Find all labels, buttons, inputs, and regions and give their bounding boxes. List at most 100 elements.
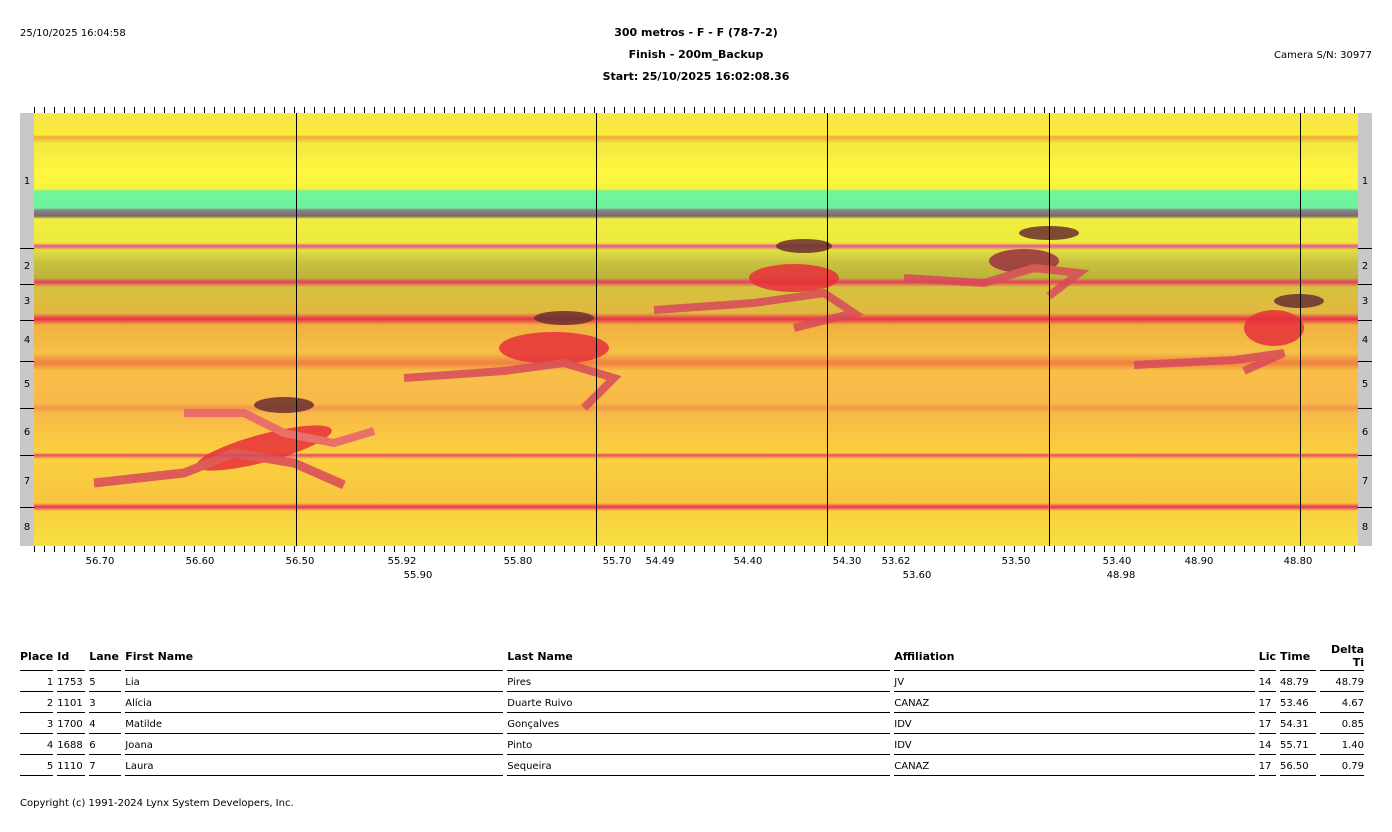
top-time-ruler (34, 107, 1358, 113)
time-tick-label: 54.30 (832, 556, 862, 567)
cell-last: Gonçalves (507, 713, 891, 734)
lane-divider (20, 408, 34, 409)
time-tick-label: 56.70 (85, 556, 115, 567)
cell-first: Joana (125, 734, 504, 755)
time-tick-label: 54.40 (733, 556, 763, 567)
col-id: Id (57, 641, 86, 671)
cell-id: 1753 (57, 671, 86, 692)
col-affiliation: Affiliation (894, 641, 1255, 671)
time-tick-label: 55.80 (503, 556, 533, 567)
col-place: Place (20, 641, 54, 671)
time-cursor-line[interactable] (1049, 113, 1050, 546)
time-cursor-line[interactable] (1300, 113, 1301, 546)
time-tick-label: 53.50 (1001, 556, 1031, 567)
time-cursor-line[interactable] (827, 113, 828, 546)
cell-id: 1101 (57, 692, 86, 713)
cell-place: 2 (20, 692, 54, 713)
event-subtitle: Finish - 200m_Backup (628, 48, 764, 61)
result-row[interactable]: 3 1700 4 Matilde Gonçalves IDV 17 54.31 0.85 (20, 713, 1364, 734)
time-tick-label: 55.70 (602, 556, 632, 567)
lane-label: 5 (23, 379, 31, 390)
lane-label: 3 (1361, 296, 1369, 307)
cell-first: Alícia (125, 692, 504, 713)
bottom-time-ruler (34, 546, 1358, 552)
col-last-name: Last Name (507, 641, 891, 671)
time-tick-label: 55.92 (387, 556, 417, 567)
lane-divider (1358, 408, 1372, 409)
time-cursor-line[interactable] (596, 113, 597, 546)
result-row[interactable]: 4 1688 6 Joana Pinto IDV 14 55.71 1.40 (20, 734, 1364, 755)
cell-last: Pires (507, 671, 891, 692)
cell-delta: 0.79 (1320, 755, 1364, 776)
camera-serial: Camera S/N: 30977 (1274, 50, 1372, 61)
cell-last: Duarte Ruivo (507, 692, 891, 713)
cell-id: 1110 (57, 755, 86, 776)
col-delta: Delta Ti (1320, 641, 1364, 671)
right-lane-bar (1358, 113, 1372, 546)
lane-label: 2 (23, 261, 31, 272)
runners-image (93, 226, 1324, 490)
cell-place: 3 (20, 713, 54, 734)
col-lane: Lane (89, 641, 122, 671)
lane-divider (20, 320, 34, 321)
time-tick-label: 53.60 (902, 570, 932, 581)
result-row[interactable]: 5 1110 7 Laura Sequeira CANAZ 17 56.50 0.79 (20, 755, 1364, 776)
lane-label: 4 (23, 335, 31, 346)
lane-label: 8 (1361, 522, 1369, 533)
time-tick-label: 56.50 (285, 556, 315, 567)
lane-divider (1358, 320, 1372, 321)
time-tick-label: 53.40 (1102, 556, 1132, 567)
cell-time: 48.79 (1280, 671, 1316, 692)
cell-aff: IDV (894, 713, 1255, 734)
lane-divider (1358, 361, 1372, 362)
cell-delta: 48.79 (1320, 671, 1364, 692)
lane-label: 1 (1361, 176, 1369, 187)
time-tick-label: 55.90 (403, 570, 433, 581)
lane-label: 7 (1361, 476, 1369, 487)
cell-lic: 14 (1258, 734, 1276, 755)
cell-lic: 14 (1258, 671, 1276, 692)
time-tick-label: 54.49 (645, 556, 675, 567)
cell-last: Pinto (507, 734, 891, 755)
time-tick-label: 56.60 (185, 556, 215, 567)
cell-place: 5 (20, 755, 54, 776)
time-tick-label: 48.98 (1106, 570, 1136, 581)
lane-label: 7 (23, 476, 31, 487)
result-row[interactable]: 1 1753 5 Lia Pires JV 14 48.79 48.79 (20, 671, 1364, 692)
start-time: Start: 25/10/2025 16:02:08.36 (602, 70, 790, 83)
cell-aff: IDV (894, 734, 1255, 755)
lane-label: 4 (1361, 335, 1369, 346)
lane-divider (20, 455, 34, 456)
time-tick-label: 53.62 (881, 556, 911, 567)
left-lane-bar (20, 113, 34, 546)
finish-photo[interactable] (34, 113, 1358, 546)
lane-divider (1358, 248, 1372, 249)
cell-place: 1 (20, 671, 54, 692)
cell-lic: 17 (1258, 755, 1276, 776)
time-tick-label: 48.80 (1283, 556, 1313, 567)
cell-lane: 5 (89, 671, 122, 692)
cell-lane: 3 (89, 692, 122, 713)
lane-divider (20, 507, 34, 508)
cell-lane: 7 (89, 755, 122, 776)
cell-lic: 17 (1258, 713, 1276, 734)
lane-label: 6 (1361, 427, 1369, 438)
cell-last: Sequeira (507, 755, 891, 776)
event-title: 300 metros - F - F (78-7-2) (614, 26, 778, 39)
cell-time: 56.50 (1280, 755, 1316, 776)
result-row[interactable]: 2 1101 3 Alícia Duarte Ruivo CANAZ 17 53.46 4.67 (20, 692, 1364, 713)
col-first-name: First Name (125, 641, 504, 671)
lane-label: 5 (1361, 379, 1369, 390)
cell-lane: 4 (89, 713, 122, 734)
lane-label: 2 (1361, 261, 1369, 272)
lane-label: 1 (23, 176, 31, 187)
cell-time: 54.31 (1280, 713, 1316, 734)
time-cursor-line[interactable] (296, 113, 297, 546)
cell-aff: CANAZ (894, 692, 1255, 713)
lane-label: 3 (23, 296, 31, 307)
cell-delta: 0.85 (1320, 713, 1364, 734)
cell-first: Laura (125, 755, 504, 776)
lane-divider (20, 248, 34, 249)
cell-time: 55.71 (1280, 734, 1316, 755)
lane-divider (1358, 507, 1372, 508)
